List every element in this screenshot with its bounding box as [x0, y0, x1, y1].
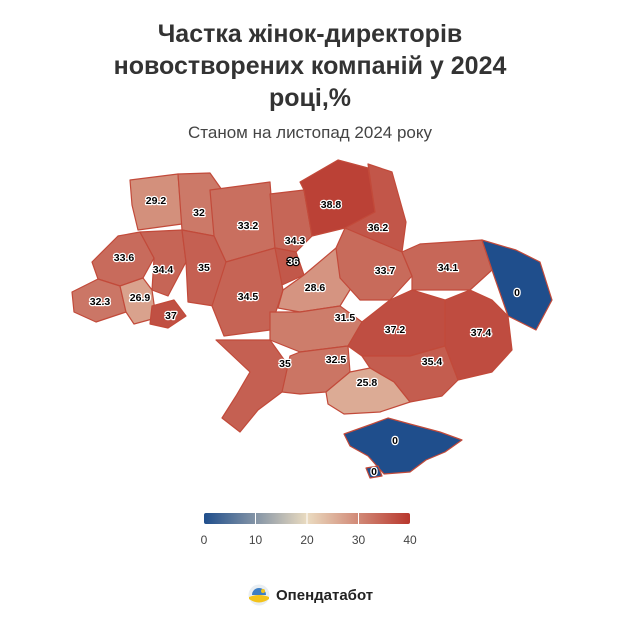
brand-name: Опендатабот: [276, 586, 374, 604]
region-odesa[interactable]: [215, 339, 291, 433]
region-sevastopol[interactable]: [365, 465, 383, 479]
region-value-label: 33.7: [375, 265, 396, 277]
region-value-label: 0: [514, 287, 520, 299]
region-value-label: 32.5: [326, 354, 347, 366]
region-value-label: 35: [198, 262, 210, 274]
region-crimea[interactable]: [343, 417, 463, 475]
legend-tick-label: 40: [403, 533, 417, 547]
title-line-2: новостворених компаній у 2024: [113, 52, 507, 80]
region-value-label: 34.4: [153, 264, 174, 276]
region-value-label: 33.2: [238, 220, 259, 232]
legend-tick-label: 10: [249, 533, 263, 547]
region-value-label: 29.2: [146, 195, 167, 207]
brand: Опендатабот: [248, 583, 373, 607]
region-value-label: 32: [193, 207, 205, 219]
region-luhansk[interactable]: [481, 239, 553, 331]
legend-tick-label: 0: [201, 533, 208, 547]
region-value-label: 26.9: [130, 292, 151, 304]
region-value-label: 32.3: [90, 296, 111, 308]
labels-layer: 29.2 32 33.2 34.3 36 38.8 36.2 33.6 34.4 35 34.5 28…: [89, 194, 522, 480]
title-line-1: Частка жінок-директорів: [157, 20, 463, 48]
region-value-label: 34.3: [285, 235, 306, 247]
region-value-label: 35: [279, 358, 291, 370]
title-line-3: році,%: [268, 84, 352, 112]
region-value-label: 35.4: [422, 356, 443, 368]
region-volyn[interactable]: [129, 173, 183, 231]
sun-over-field-logo-icon: [248, 584, 270, 606]
region-value-label: 36.2: [368, 222, 389, 234]
region-value-label: 37.2: [385, 324, 406, 336]
region-value-label: 0: [371, 466, 377, 478]
map-subtitle: Станом на листопад 2024 року: [188, 123, 432, 142]
region-value-label: 33.6: [114, 252, 135, 264]
region-kherson[interactable]: [325, 367, 411, 415]
region-value-label: 34.5: [238, 291, 259, 303]
legend-tick-label: 20: [300, 533, 314, 547]
regions-layer: [71, 159, 553, 479]
legend-tick-label: 30: [352, 533, 366, 547]
region-value-label: 28.6: [305, 282, 326, 294]
region-value-label: 37.4: [471, 327, 492, 339]
region-value-label: 31.5: [335, 312, 356, 324]
region-value-label: 38.8: [321, 199, 342, 211]
region-value-label: 34.1: [438, 262, 459, 274]
region-value-label: 37: [165, 310, 177, 322]
region-cherkasy[interactable]: [277, 247, 357, 313]
region-chernivtsi[interactable]: [149, 299, 187, 329]
region-value-label: 36: [287, 256, 299, 268]
region-kharkiv[interactable]: [401, 239, 493, 291]
map-title: Частка жінок-директорів новостворених ко…: [0, 18, 620, 114]
region-kyiv-oblast[interactable]: [269, 189, 313, 253]
region-value-label: 25.8: [357, 377, 378, 389]
region-value-label: 0: [392, 435, 398, 447]
legend-ticks: 0 10 20 30 40: [201, 513, 417, 547]
